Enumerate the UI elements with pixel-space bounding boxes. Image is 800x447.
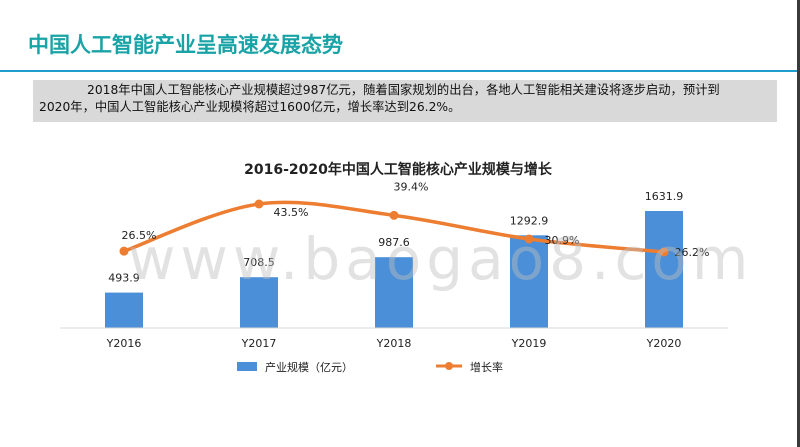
- growth-label-Y2018: 39.4%: [394, 180, 429, 193]
- bar-Y2019: [510, 235, 548, 328]
- legend-bar-label: 产业规模（亿元）: [265, 360, 353, 374]
- intro-text-box: 2018年中国人工智能核心产业规模超过987亿元，随着国家规划的出台，各地人工智…: [33, 80, 777, 122]
- bar-Y2020: [645, 211, 683, 328]
- watermark: www.baogao8.com: [128, 225, 754, 293]
- growth-label-Y2019: 30.9%: [545, 234, 580, 247]
- bar-label-Y2017: 708.5: [243, 256, 275, 269]
- x-tick-Y2019: Y2019: [511, 337, 547, 350]
- bar-label-Y2016: 493.9: [108, 272, 140, 285]
- growth-label-Y2016: 26.5%: [122, 229, 157, 242]
- bar-label-Y2019: 1292.9: [510, 214, 549, 227]
- right-edge-bar: [797, 0, 800, 447]
- growth-marker-Y2017: [254, 199, 264, 209]
- bar-Y2018: [375, 257, 413, 328]
- growth-marker-Y2018: [389, 210, 399, 220]
- growth-marker-Y2019: [524, 234, 534, 244]
- growth-label-Y2017: 43.5%: [274, 206, 309, 219]
- bars-layer: [105, 211, 683, 328]
- x-tick-labels: Y2016 Y2017 Y2018 Y2019 Y2020: [106, 337, 682, 350]
- growth-marker-Y2016: [119, 246, 129, 256]
- x-tick-Y2018: Y2018: [376, 337, 412, 350]
- legend-bar-swatch: [237, 362, 257, 371]
- bar-label-Y2018: 987.6: [378, 236, 410, 249]
- page-title: 中国人工智能产业呈高速发展态势: [28, 33, 343, 57]
- x-tick-Y2016: Y2016: [106, 337, 142, 350]
- chart-title: 2016-2020年中国人工智能核心产业规模与增长: [244, 161, 553, 178]
- legend: 产业规模（亿元） 增长率: [237, 360, 503, 374]
- intro-line-2: 2020年，中国人工智能核心产业规模将超过1600亿元，增长率达到26.2%。: [39, 100, 461, 114]
- intro-line-1: 2018年中国人工智能核心产业规模超过987亿元，随着国家规划的出台，各地人工智…: [87, 83, 720, 97]
- growth-line-layer: [119, 199, 669, 257]
- bar-Y2017: [240, 277, 278, 328]
- growth-marker-Y2020: [659, 247, 669, 257]
- legend-line-label: 增长率: [470, 360, 503, 374]
- x-tick-Y2017: Y2017: [241, 337, 277, 350]
- x-tick-Y2020: Y2020: [646, 337, 682, 350]
- growth-label-Y2020: 26.2%: [675, 246, 710, 259]
- bar-Y2016: [105, 292, 143, 328]
- title-divider: [0, 70, 800, 72]
- legend-line-marker: [445, 362, 453, 370]
- bar-label-Y2020: 1631.9: [645, 190, 684, 203]
- labels-layer: 493.9 708.5 987.6 1292.9 1631.9 26.5% 43.5% 39.…: [108, 180, 709, 284]
